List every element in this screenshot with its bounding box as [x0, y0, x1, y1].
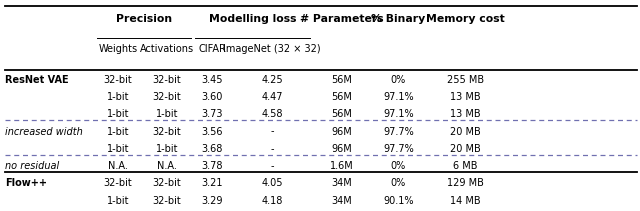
Text: Flow++: Flow++ — [5, 179, 47, 188]
Text: 1-bit: 1-bit — [156, 109, 179, 119]
Text: 34M: 34M — [332, 179, 352, 188]
Text: 14 MB: 14 MB — [451, 196, 481, 206]
Text: 6 MB: 6 MB — [453, 161, 478, 171]
Text: Precision: Precision — [116, 14, 172, 24]
Text: Modelling loss: Modelling loss — [209, 14, 296, 24]
Text: Activations: Activations — [140, 44, 194, 54]
Text: 3.21: 3.21 — [202, 179, 223, 188]
Text: # Parameters: # Parameters — [300, 14, 383, 24]
Text: 3.56: 3.56 — [202, 127, 223, 137]
Text: 1-bit: 1-bit — [106, 144, 129, 154]
Text: 97.7%: 97.7% — [383, 127, 414, 137]
Text: 0%: 0% — [391, 161, 406, 171]
Text: 97.1%: 97.1% — [383, 109, 413, 119]
Text: 255 MB: 255 MB — [447, 75, 484, 85]
Text: -: - — [270, 127, 274, 137]
Text: 97.7%: 97.7% — [383, 144, 414, 154]
Text: 56M: 56M — [332, 75, 352, 85]
Text: 90.1%: 90.1% — [383, 196, 413, 206]
Text: 32-bit: 32-bit — [104, 179, 132, 188]
Text: 3.29: 3.29 — [202, 196, 223, 206]
Text: CIFAR: CIFAR — [198, 44, 227, 54]
Text: no residual: no residual — [5, 161, 60, 171]
Text: 97.1%: 97.1% — [383, 92, 413, 102]
Text: increased width: increased width — [5, 127, 83, 137]
Text: 4.05: 4.05 — [261, 179, 283, 188]
Text: 96M: 96M — [332, 144, 352, 154]
Text: 4.25: 4.25 — [261, 75, 283, 85]
Text: 129 MB: 129 MB — [447, 179, 484, 188]
Text: ImageNet (32 × 32): ImageNet (32 × 32) — [223, 44, 321, 54]
Text: 96M: 96M — [332, 127, 352, 137]
Text: 4.47: 4.47 — [261, 92, 283, 102]
Text: 56M: 56M — [332, 109, 352, 119]
Text: 4.18: 4.18 — [261, 196, 283, 206]
Text: Weights: Weights — [98, 44, 138, 54]
Text: 1-bit: 1-bit — [106, 109, 129, 119]
Text: 3.68: 3.68 — [202, 144, 223, 154]
Text: N.A.: N.A. — [157, 161, 177, 171]
Text: N.A.: N.A. — [108, 161, 128, 171]
Text: -: - — [270, 144, 274, 154]
Text: 20 MB: 20 MB — [450, 127, 481, 137]
Text: 1.6M: 1.6M — [330, 161, 354, 171]
Text: % Binary: % Binary — [371, 14, 426, 24]
Text: 32-bit: 32-bit — [153, 179, 181, 188]
Text: 0%: 0% — [391, 179, 406, 188]
Text: 32-bit: 32-bit — [153, 75, 181, 85]
Text: 4.58: 4.58 — [261, 109, 283, 119]
Text: 1-bit: 1-bit — [106, 196, 129, 206]
Text: 34M: 34M — [332, 196, 352, 206]
Text: 32-bit: 32-bit — [104, 75, 132, 85]
Text: 1-bit: 1-bit — [156, 144, 179, 154]
Text: 1-bit: 1-bit — [106, 92, 129, 102]
Text: 3.60: 3.60 — [202, 92, 223, 102]
Text: 13 MB: 13 MB — [451, 109, 481, 119]
Text: 3.78: 3.78 — [202, 161, 223, 171]
Text: 56M: 56M — [332, 92, 352, 102]
Text: -: - — [270, 161, 274, 171]
Text: 32-bit: 32-bit — [153, 92, 181, 102]
Text: ResNet VAE: ResNet VAE — [5, 75, 68, 85]
Text: 3.73: 3.73 — [202, 109, 223, 119]
Text: 32-bit: 32-bit — [153, 127, 181, 137]
Text: 3.45: 3.45 — [202, 75, 223, 85]
Text: 20 MB: 20 MB — [450, 144, 481, 154]
Text: 32-bit: 32-bit — [153, 196, 181, 206]
Text: Memory cost: Memory cost — [426, 14, 505, 24]
Text: 0%: 0% — [391, 75, 406, 85]
Text: 1-bit: 1-bit — [106, 127, 129, 137]
Text: 13 MB: 13 MB — [451, 92, 481, 102]
